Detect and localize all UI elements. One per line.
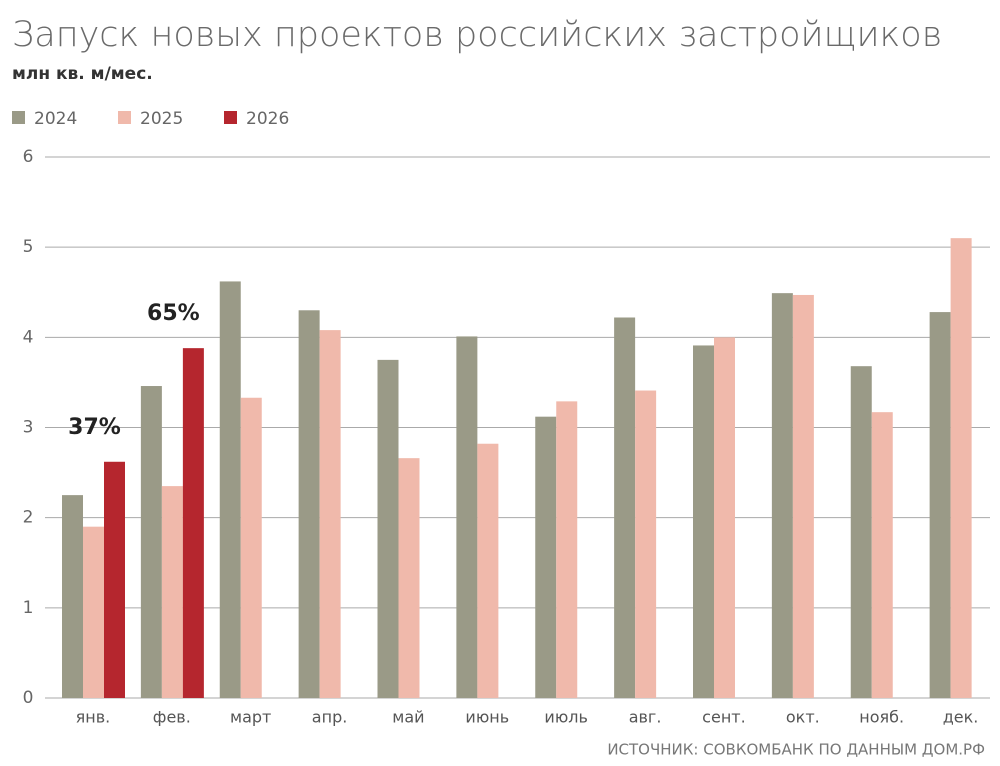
x-tick-label: авг. bbox=[629, 708, 662, 727]
bar bbox=[377, 359, 399, 698]
bar bbox=[535, 416, 557, 698]
bar bbox=[161, 486, 183, 698]
x-tick-label: май bbox=[392, 708, 424, 727]
y-tick-label: 1 bbox=[23, 598, 34, 618]
x-tick-label: янв. bbox=[76, 708, 111, 727]
bar bbox=[693, 345, 714, 698]
bar bbox=[556, 401, 578, 698]
x-tick-label: сент. bbox=[702, 708, 746, 727]
x-tick-label: июль bbox=[544, 708, 588, 727]
bar bbox=[182, 348, 204, 698]
source: ИСТОЧНИК: СОВКОМБАНК ПО ДАННЫМ ДОМ.РФ bbox=[607, 741, 985, 759]
bar bbox=[240, 397, 262, 698]
bar bbox=[771, 293, 793, 698]
bar bbox=[398, 458, 420, 698]
y-tick-label: 3 bbox=[23, 418, 34, 438]
legend-swatch bbox=[12, 111, 25, 124]
bar bbox=[83, 526, 104, 698]
bar bbox=[477, 443, 499, 698]
y-tick-label: 5 bbox=[23, 237, 34, 257]
y-tick-label: 2 bbox=[23, 508, 34, 528]
annotation: 37% bbox=[68, 415, 121, 440]
annotation: 65% bbox=[147, 301, 200, 326]
legend-swatch bbox=[224, 111, 237, 124]
bar bbox=[635, 390, 657, 698]
bar bbox=[298, 310, 320, 698]
x-tick-label: фев. bbox=[153, 708, 191, 727]
x-tick-label: апр. bbox=[312, 708, 348, 727]
legend-label: 2026 bbox=[246, 109, 289, 129]
bar bbox=[929, 312, 951, 698]
bar bbox=[871, 412, 893, 698]
x-tick-label: март bbox=[230, 708, 271, 727]
x-tick-label: июнь bbox=[465, 708, 509, 727]
x-tick-label: дек. bbox=[943, 708, 979, 727]
bar bbox=[319, 330, 341, 698]
bar bbox=[140, 386, 162, 698]
bar bbox=[714, 337, 735, 698]
x-tick-label: нояб. bbox=[859, 708, 904, 727]
y-tick-label: 6 bbox=[23, 147, 34, 167]
legend-label: 2025 bbox=[140, 109, 183, 129]
bar bbox=[62, 495, 83, 698]
y-tick-label: 0 bbox=[23, 688, 34, 708]
bar bbox=[104, 461, 125, 698]
bar bbox=[219, 281, 241, 698]
bar bbox=[950, 238, 972, 698]
chart-title: Запуск новых проектов российских застрой… bbox=[12, 15, 942, 55]
bar bbox=[456, 336, 478, 698]
y-tick-label: 4 bbox=[23, 327, 34, 347]
chart-subtitle: млн кв. м/мес. bbox=[12, 64, 153, 84]
legend-label: 2024 bbox=[34, 109, 77, 129]
bar bbox=[614, 317, 636, 698]
bar bbox=[792, 294, 814, 698]
legend-swatch bbox=[118, 111, 131, 124]
bar bbox=[850, 366, 872, 698]
x-tick-label: окт. bbox=[786, 708, 820, 727]
